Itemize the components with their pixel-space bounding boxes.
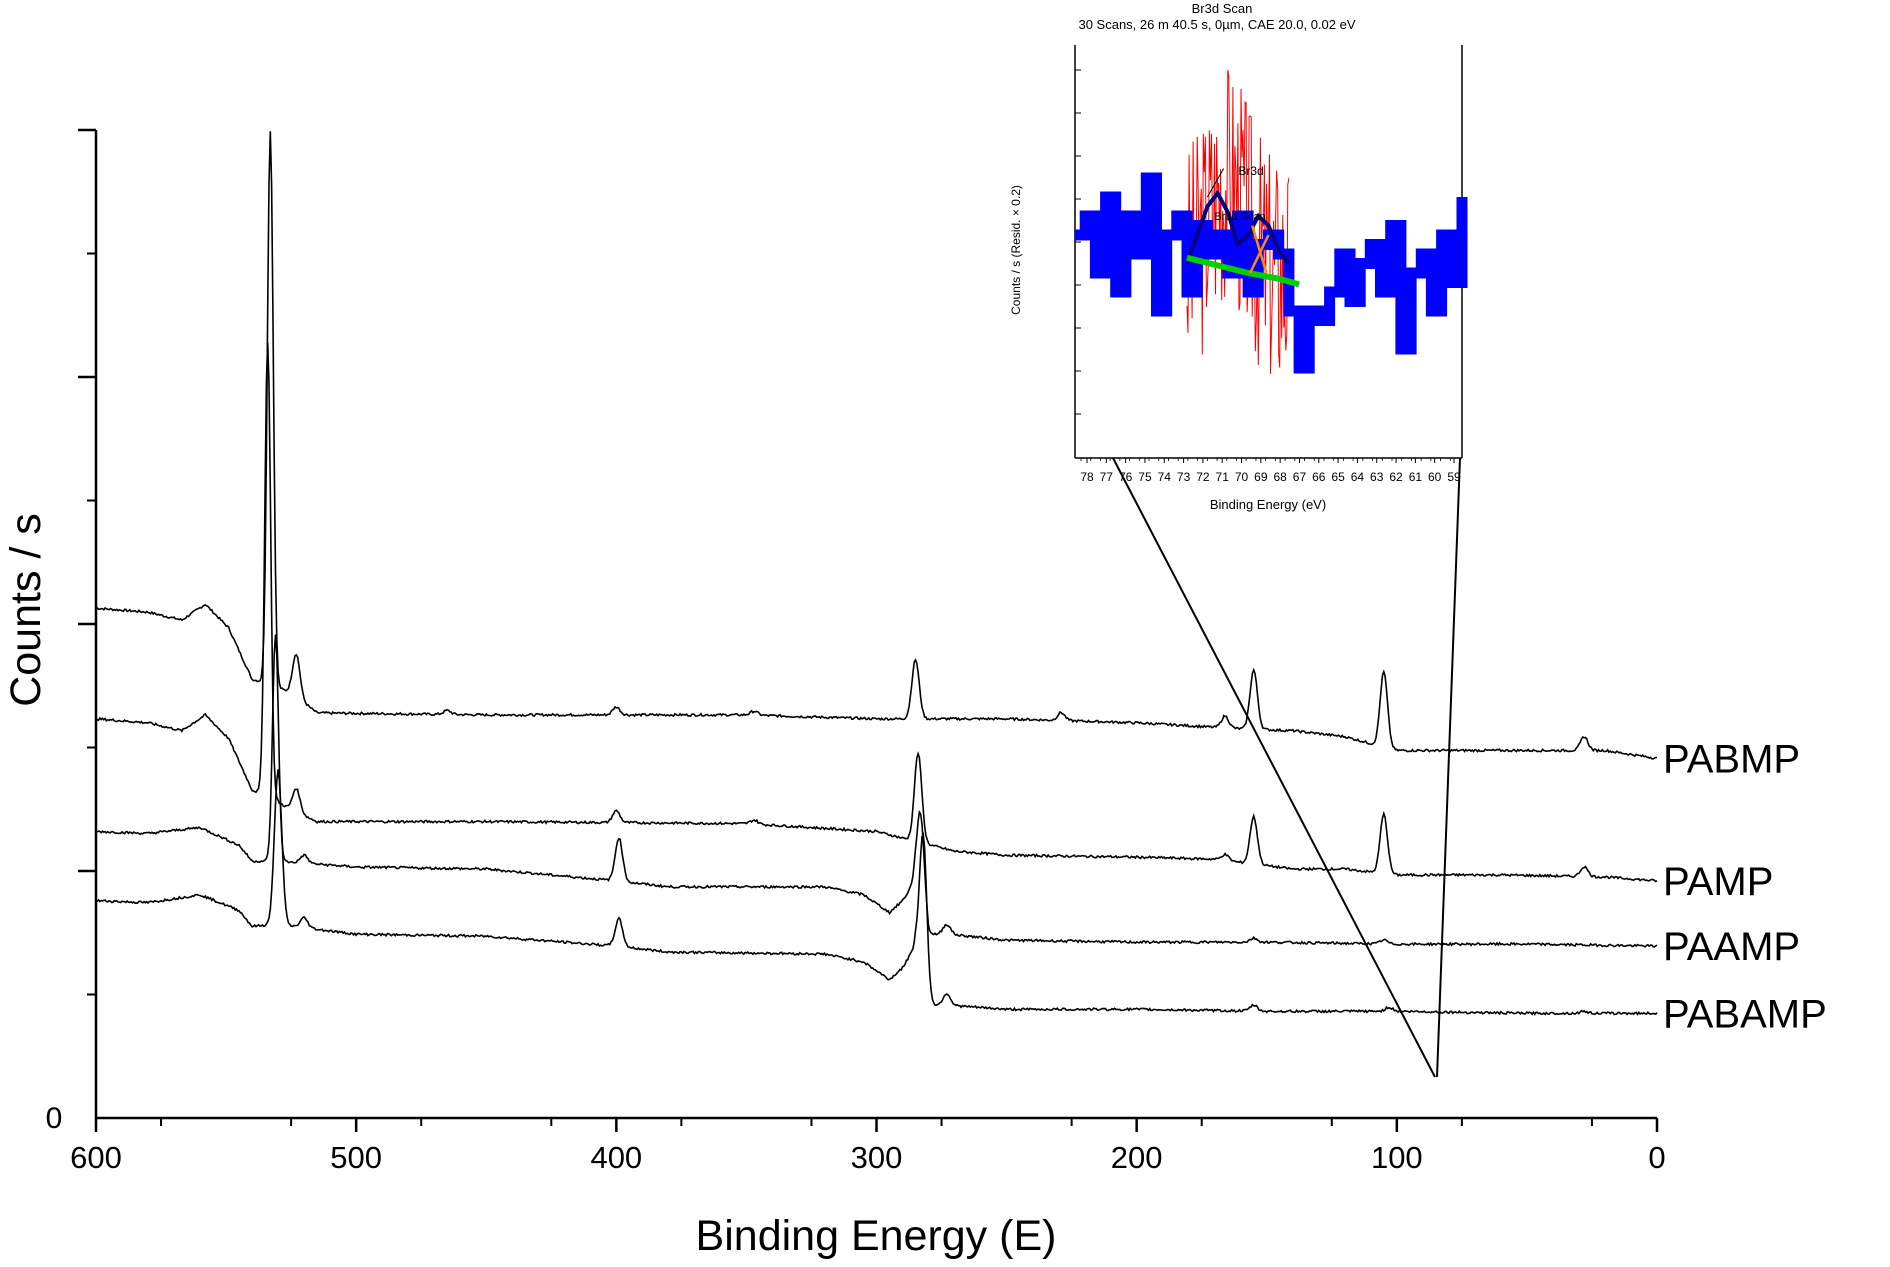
- inset-x-ticks: 78 77 76 75 74 73 72 71 70 69 68 67 66 65 64 63 62 61 60 59: [1080, 458, 1461, 484]
- inset-component-marker: [1249, 225, 1270, 274]
- inset-x-tick-label: 67: [1293, 470, 1307, 484]
- inset-label-leader: [1206, 168, 1225, 198]
- x-tick-label: 600: [70, 1140, 122, 1175]
- main-axes: 600 500 400 300 200 100 0 0 Binding Energy (E)…: [2, 128, 1666, 1260]
- inset-subtitle: 30 Scans, 26 m 40.5 s, 0µm, CAE 20.0, 0.…: [1078, 17, 1355, 32]
- inset-y-axis-title: Counts / s (Resid. × 0.2): [1009, 185, 1023, 315]
- x-tick-label: 400: [590, 1140, 642, 1175]
- series-label-paamp: PAAMP: [1663, 925, 1800, 969]
- inset-x-tick-label: 74: [1158, 470, 1172, 484]
- y-ticks: [78, 128, 96, 996]
- inset-peak-label-scan: Br3d Scan: [1214, 211, 1265, 223]
- inset-x-tick-label: 66: [1312, 470, 1326, 484]
- inset-x-tick-label: 70: [1235, 470, 1249, 484]
- inset-title: Br3d Scan: [1192, 1, 1253, 16]
- inset-x-tick-label: 75: [1138, 470, 1152, 484]
- series-label-pabamp: PABAMP: [1663, 992, 1827, 1036]
- inset-x-tick-label: 69: [1254, 470, 1268, 484]
- x-ticks: 600 500 400 300 200 100 0: [70, 1118, 1666, 1175]
- inset-x-tick-label: 71: [1216, 470, 1230, 484]
- series-line-pamp: [95, 342, 1658, 883]
- series-group: PABMP PAMP PAAMP PABAMP: [95, 131, 1827, 1036]
- inset-peak-label-br3d: Br3d: [1238, 164, 1263, 178]
- inset-x-tick-label: 78: [1080, 470, 1094, 484]
- inset-series-background: [1186, 254, 1300, 288]
- inset-x-tick-label: 65: [1331, 470, 1345, 484]
- inset-x-tick-label: 63: [1370, 470, 1384, 484]
- x-tick-label: 100: [1371, 1140, 1423, 1175]
- inset-x-tick-label: 64: [1351, 470, 1365, 484]
- x-tick-label: 200: [1111, 1140, 1163, 1175]
- inset-x-tick-label: 62: [1389, 470, 1403, 484]
- inset-x-tick-label: 60: [1428, 470, 1442, 484]
- series-line-paamp: [95, 634, 1658, 948]
- inset-y-ticks: [1075, 69, 1081, 415]
- series-label-pamp: PAMP: [1663, 860, 1773, 904]
- inset-x-tick-label: 72: [1196, 470, 1210, 484]
- inset-x-tick-label: 61: [1409, 470, 1423, 484]
- y-axis-title: Counts / s: [2, 513, 50, 707]
- inset-x-tick-label: 76: [1119, 470, 1133, 484]
- inset-series-raw: [1186, 69, 1290, 374]
- x-tick-label: 0: [1648, 1140, 1665, 1175]
- y-tick-label-zero: 0: [46, 1102, 63, 1135]
- inset-x-tick-label: 73: [1177, 470, 1191, 484]
- zoom-connector-right: [1436, 457, 1461, 1078]
- x-tick-label: 500: [330, 1140, 382, 1175]
- inset-x-axis-title: Binding Energy (eV): [1210, 497, 1326, 512]
- inset-x-tick-label: 68: [1273, 470, 1287, 484]
- series-label-pabmp: PABMP: [1663, 737, 1800, 781]
- inset-x-tick-label: 59: [1447, 470, 1461, 484]
- inset-x-tick-label: 77: [1100, 470, 1114, 484]
- series-line-pabmp: [95, 131, 1657, 760]
- inset-series-envelope: [1185, 189, 1291, 265]
- x-axis-title: Binding Energy (E): [696, 1212, 1057, 1260]
- inset-series: [1075, 69, 1468, 374]
- x-tick-label: 300: [851, 1140, 903, 1175]
- br3d-inset: Br3d Scan 30 Scans, 26 m 40.5 s, 0µm, CA…: [1009, 1, 1468, 512]
- series-line-pabamp: [95, 769, 1658, 1016]
- zoom-connector-left: [1112, 457, 1436, 1078]
